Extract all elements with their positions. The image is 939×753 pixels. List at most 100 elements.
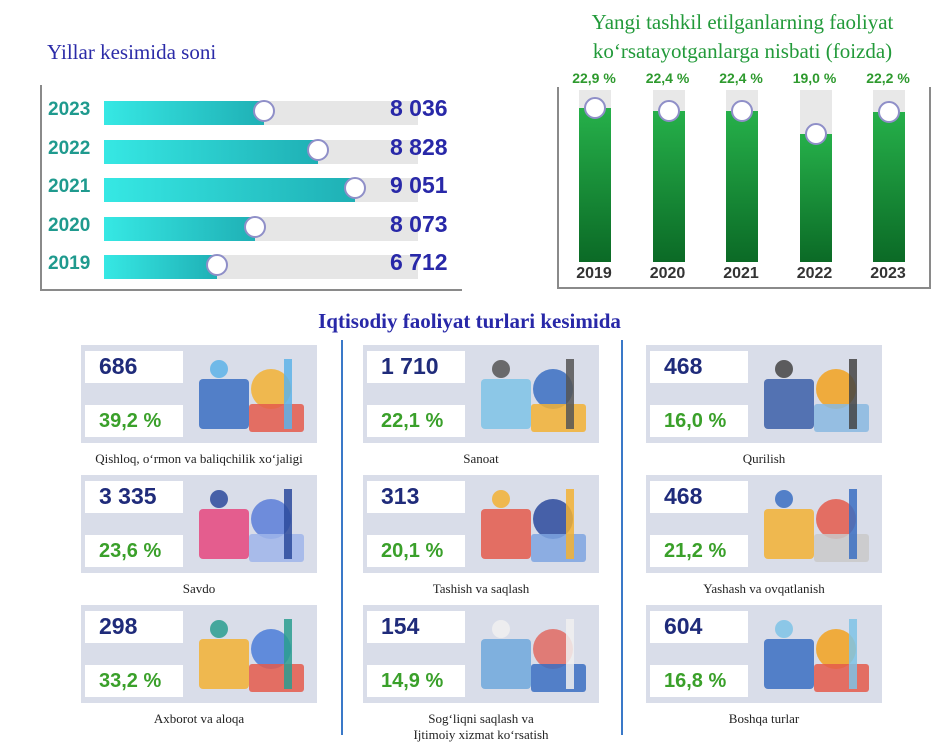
vbar-fill [873,112,905,262]
hbar-value-label: 6 712 [390,249,448,275]
sector-percent: 21,2 % [650,535,748,567]
sector-card: 468 21,2 % [646,475,882,573]
column-divider [341,340,343,735]
right-bar-chart: 22,9 % 2019 22,4 % 2020 22,4 % 2021 19,0 % 2022… [557,70,931,289]
hbar-track [104,177,418,202]
sector-name: Qishloq, oʻrmon va baliqchilik xoʻjaligi [95,451,303,466]
vbar-knob [804,123,827,145]
hbar-fill [104,101,264,125]
sector-name: Tashish va saqlash [432,581,530,596]
agriculture-illustration [199,359,304,432]
left-chart-title: Yillar kesimida soni [47,40,217,64]
sector-section-title: Iqtisodiy faoliyat turlari kesimida [318,309,621,333]
food-service-illustration [764,489,869,562]
vbar-value-label: 19,0 % [792,70,837,86]
sector-illustration [189,349,313,439]
sector-name: Savdo [182,581,216,596]
hbar-fill [104,216,255,241]
vbar-value-label: 22,2 % [866,70,910,86]
sector-count: 3 335 [85,481,183,513]
vbar-track [652,90,685,262]
sector-percent: 39,2 % [85,405,183,437]
hbar-value-label: 9 051 [390,172,448,198]
hbar-year-label: 2021 [48,176,91,197]
hbar-year-label: 2020 [48,214,91,236]
sector-percent: 16,0 % [650,405,748,437]
hbar-knob [244,215,266,238]
hbar-fill [104,139,318,164]
sector-percent: 14,9 % [367,665,465,697]
vbar-track [873,90,905,262]
hbar-track [104,138,418,164]
hbar-row: 2022 8 828 [42,134,462,164]
sector-illustration [189,479,313,569]
sector-name: Yashash va ovqatlanish [703,581,825,596]
vbar-column: 22,4 % 2020 [633,70,703,287]
sector-name: Sanoat [463,451,499,466]
sector-percent: 33,2 % [85,665,183,697]
sector-count: 604 [650,611,748,643]
vbar-fill [579,108,611,262]
vbar-year-label: 2022 [796,265,833,282]
vbar-year-label: 2019 [576,265,612,282]
hbar-track [104,100,418,125]
hbar-row: 2021 9 051 [42,172,462,202]
construction-illustration [764,359,869,432]
sector-illustration [471,479,595,569]
vbar-knob [878,101,900,123]
vbar-year-label: 2021 [723,265,759,282]
vbar-column: 19,0 % 2022 [780,70,850,287]
hbar-value-label: 8 036 [390,95,448,121]
right-chart-title-line2: koʻrsatayotganlarga nisbati (foizda) [592,39,893,63]
vbar-year-label: 2020 [649,265,686,282]
sector-name: Boshqa turlar [728,711,800,726]
right-chart-title-line1: Yangi tashkil etilganlarning faoliyat [591,10,894,34]
hbar-knob [253,100,275,122]
sector-count: 154 [367,611,465,643]
vbar-track [726,90,758,262]
vbar-value-label: 22,4 % [645,70,690,86]
sector-name: Sogʻliqni saqlash va [428,711,534,726]
sector-illustration [189,609,313,699]
hbar-fill [104,255,217,279]
it-illustration [199,619,304,692]
vbar-column: 22,4 % 2021 [706,70,776,287]
hbar-year-label: 2023 [48,99,91,120]
hbar-row: 2020 8 073 [42,211,462,241]
sector-card: 1 710 22,1 % [363,345,599,443]
sector-count: 468 [650,481,748,513]
vbar-knob [657,100,680,122]
sector-percent: 20,1 % [367,535,465,567]
sector-name: Qurilish [742,451,786,466]
vbar-value-label: 22,4 % [719,70,763,86]
sector-card: 686 39,2 % [81,345,317,443]
left-bar-chart: 2023 8 036 2022 8 828 2021 9 051 2020 8 073 2019… [40,85,462,291]
sector-name-line2: Ijtimoiy xizmat koʻrsatish [413,727,549,742]
sector-card: 313 20,1 % [363,475,599,573]
vbar-column: 22,2 % 2023 [853,70,923,287]
sector-illustration [471,609,595,699]
hbar-row: 2023 8 036 [42,95,462,125]
vbar-fill [799,134,832,262]
sector-card: 154 14,9 % [363,605,599,703]
vbar-knob [584,97,606,119]
sector-card: 468 16,0 % [646,345,882,443]
sector-illustration [754,479,878,569]
hbar-knob [344,177,366,199]
vbar-year-label: 2023 [870,265,906,282]
vbar-value-label: 22,9 % [572,70,616,86]
hbar-year-label: 2019 [48,253,91,274]
hbar-knob [307,138,329,161]
vbar-knob [731,100,753,122]
sector-card: 604 16,8 % [646,605,882,703]
industry-illustration [481,359,586,432]
sector-count: 468 [650,351,748,383]
sector-count: 686 [85,351,183,383]
hbar-row: 2019 6 712 [42,249,462,279]
logistics-illustration [481,489,586,562]
analytics-illustration [764,619,869,692]
vbar-fill [726,111,758,262]
healthcare-illustration [481,619,586,692]
sector-count: 1 710 [367,351,465,383]
hbar-fill [104,178,355,202]
